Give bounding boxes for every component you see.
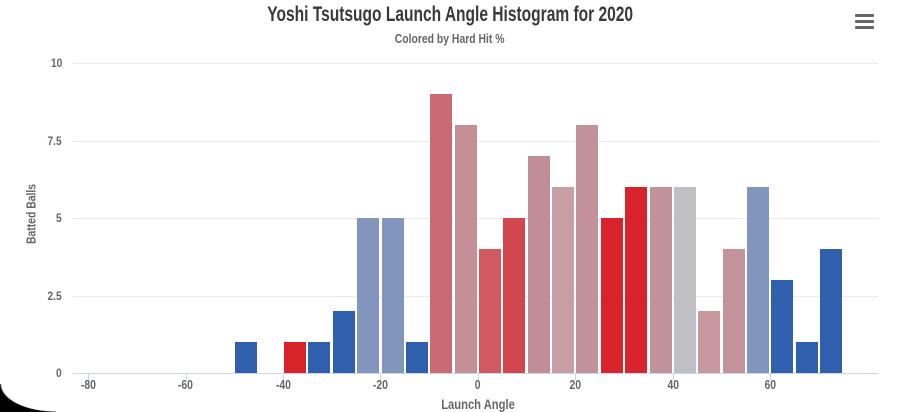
x-tick-label: -80 [80, 377, 96, 392]
histogram-bar[interactable] [746, 187, 769, 373]
histogram-bar[interactable] [357, 218, 380, 373]
histogram-bar[interactable] [478, 249, 501, 373]
x-tick-label: 20 [569, 377, 582, 392]
histogram-bar[interactable] [820, 249, 842, 373]
x-tick-mark [575, 373, 577, 380]
histogram-bar[interactable] [430, 94, 453, 373]
chart-context-menu-button[interactable] [851, 9, 877, 31]
x-tick-mark [770, 373, 772, 380]
x-tick-mark [88, 373, 90, 380]
x-axis-title: Launch Angle [0, 396, 900, 412]
histogram-bar[interactable] [284, 342, 306, 373]
hamburger-icon [853, 13, 875, 29]
histogram-bar[interactable] [673, 187, 696, 373]
histogram-bar[interactable] [795, 342, 818, 373]
histogram-bar[interactable] [381, 218, 404, 373]
screen-corner [0, 384, 56, 412]
histogram-bar[interactable] [552, 187, 574, 373]
x-tick-label: -60 [178, 377, 194, 392]
y-tick-label: 7.5 [47, 133, 62, 148]
chart-subtitle-text: Colored by Hard Hit % [395, 31, 505, 46]
histogram-bar[interactable] [576, 125, 599, 373]
chart-title: Yoshi Tsutsugo Launch Angle Histogram fo… [0, 3, 900, 27]
histogram-bar[interactable] [454, 125, 477, 373]
histogram-bar[interactable] [527, 156, 550, 373]
x-tick-mark [672, 373, 674, 380]
x-axis-title-text: Launch Angle [441, 396, 515, 412]
y-tick-label: 2.5 [47, 288, 62, 303]
histogram-bar[interactable] [235, 342, 258, 373]
histogram-bar[interactable] [722, 249, 745, 373]
histogram-bar[interactable] [332, 311, 355, 373]
x-tick-label: -40 [275, 377, 291, 392]
x-tick-label: -20 [372, 377, 388, 392]
histogram-bar[interactable] [625, 187, 648, 373]
x-axis-line [73, 373, 878, 374]
y-tick-label: 0 [56, 366, 62, 380]
x-tick-label: 40 [667, 377, 679, 392]
histogram-bar[interactable] [405, 342, 428, 373]
x-tick-label: 60 [764, 377, 777, 392]
x-tick-mark [477, 373, 479, 380]
histogram-bar[interactable] [698, 311, 721, 373]
histogram-bar[interactable] [308, 342, 331, 373]
histogram-bar[interactable] [649, 187, 672, 373]
chart-subtitle: Colored by Hard Hit % [0, 31, 900, 46]
grid-line [73, 63, 878, 64]
y-tick-label: 10 [50, 56, 62, 70]
x-tick-mark [185, 373, 187, 380]
y-tick-label: 5 [56, 211, 62, 225]
histogram-bar[interactable] [503, 218, 526, 373]
x-tick-mark [283, 373, 285, 380]
histogram-bar[interactable] [771, 280, 794, 373]
histogram-bar[interactable] [600, 218, 623, 373]
x-tick-mark [380, 373, 382, 380]
x-tick-label: 0 [475, 377, 481, 392]
chart-title-text: Yoshi Tsutsugo Launch Angle Histogram fo… [267, 3, 633, 26]
